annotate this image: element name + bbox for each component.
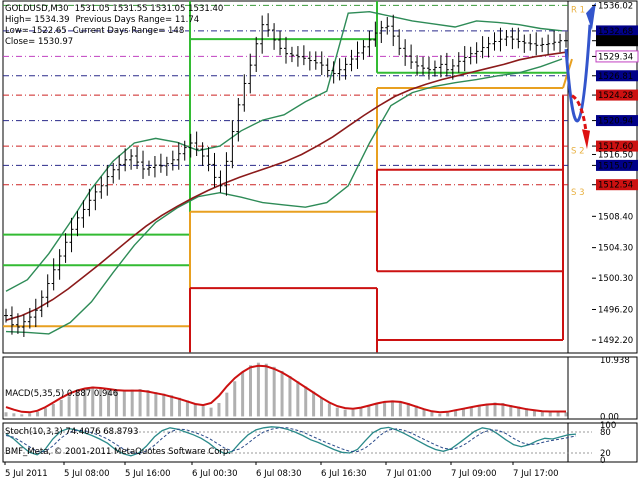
price-tag-box	[596, 115, 638, 127]
time-tick-label: 6 Jul 16:30	[321, 469, 367, 479]
pivot-s2-label: S 2	[571, 147, 585, 157]
price-tick-label: 1526.81	[598, 72, 633, 82]
price-tick-label: 1516.50	[598, 150, 633, 160]
pivot-s3-label: S 3	[571, 188, 585, 198]
stochastic-tick-label: 100	[600, 421, 616, 431]
price-tick-label: 1532.68	[598, 27, 633, 37]
time-tick-label: 5 Jul 16:00	[125, 469, 171, 479]
time-tick-label: 6 Jul 08:30	[256, 469, 302, 479]
macd-histogram	[4, 362, 568, 417]
price-tick-label: 1512.54	[598, 181, 633, 191]
bollinger-upper-band	[5, 10, 563, 292]
moving-average-line	[5, 51, 567, 321]
price-tick-label: 1492.20	[598, 336, 633, 346]
price-tick-label: 1536.02	[598, 1, 633, 11]
price-tag-box	[596, 179, 638, 191]
time-tick-label: 5 Jul 2011	[5, 469, 48, 479]
stochastic-panel-frame	[2, 422, 638, 463]
price-tick-label: 1500.30	[598, 274, 633, 284]
time-tick-label: 6 Jul 00:30	[192, 469, 238, 479]
macd-tick-label: 0.00	[600, 412, 619, 422]
macd-panel[interactable]: 10.938 0.00	[2, 356, 638, 423]
low-value: Low= 1522.65	[5, 26, 67, 36]
chart-header-line-4: Close= 1530.97	[5, 37, 79, 48]
stochastic-tick-label: 20	[600, 449, 611, 459]
price-tag-box	[596, 70, 638, 82]
price-tick-label: 1524.28	[598, 91, 633, 101]
projection-up-arrow	[564, 24, 592, 123]
price-tag-box	[596, 140, 638, 152]
price-tick-label: 1517.60	[598, 142, 633, 152]
copyright-notice: BMF_Meta, © 2001-2011 MetaQuotes Softwar…	[5, 447, 232, 457]
macd-title: MACD(5,35,5) 0.887 0.946	[5, 389, 119, 399]
projection-down-arrowhead	[582, 129, 590, 150]
chart-header-line-1: GOLDUSD,M30 1531.05 1531.55 1531.05 1531.…	[5, 4, 229, 15]
time-axis: 5 Jul 2011 5 Jul 08:00 5 Jul 16:00 6 Jul 00…	[4, 462, 559, 479]
time-tick-label: 5 Jul 08:00	[64, 469, 110, 479]
macd-signal-line	[5, 364, 566, 414]
price-tag-box	[596, 159, 638, 171]
main-panel-frame	[2, 0, 638, 354]
stochastic-title: Stoch(10,3,3) 74.4076 68.8793	[5, 427, 139, 437]
close-value: Close= 1530.97	[5, 37, 74, 47]
price-tick-label: 1531.40	[598, 37, 633, 47]
macd-tick-label: 10.938	[600, 356, 630, 366]
stochastic-tick-label: 0	[600, 456, 605, 466]
stochastic-signal-line	[5, 427, 577, 455]
stochastic-tick-label: 80	[600, 428, 611, 438]
ohlc-values: 1531.05 1531.55 1531.05 1531.40	[74, 4, 224, 14]
stochastic-main-line	[5, 426, 577, 457]
symbol-label: GOLDUSD,M30	[5, 4, 69, 14]
time-tick-label: 7 Jul 01:00	[386, 469, 432, 479]
price-tick-label: 1515.07	[598, 161, 633, 171]
price-tick-label: 1529.34	[598, 52, 633, 62]
chart-header-line-2: High= 1534.39 Previous Days Range= 11.74	[5, 15, 205, 26]
time-tick-label: 7 Jul 17:00	[513, 469, 559, 479]
time-tick-label: 7 Jul 09:00	[451, 469, 497, 479]
bollinger-lower-band	[5, 58, 563, 335]
price-bars	[4, 13, 568, 337]
price-tick-label: 1520.94	[598, 117, 633, 127]
price-tag-box	[596, 25, 638, 37]
high-value: High= 1534.39	[5, 15, 70, 25]
price-tick-label: 1508.40	[598, 212, 633, 222]
price-tick-label: 1496.20	[598, 305, 633, 315]
price-tick-label: 1504.30	[598, 244, 633, 254]
current-range-value: Current Days Range= 148	[72, 26, 185, 36]
pivot-r1-label: R 1	[571, 5, 585, 15]
projection-up-arrowhead	[586, 2, 596, 31]
previous-range-value: Previous Days Range= 11.74	[75, 15, 200, 25]
price-tag-box	[596, 89, 638, 101]
chart-header-line-3: Low= 1522.65 Current Days Range= 148	[5, 26, 190, 37]
macd-panel-frame	[2, 356, 638, 420]
projection-down-arrow	[571, 94, 588, 132]
price-tag-box	[596, 35, 638, 47]
